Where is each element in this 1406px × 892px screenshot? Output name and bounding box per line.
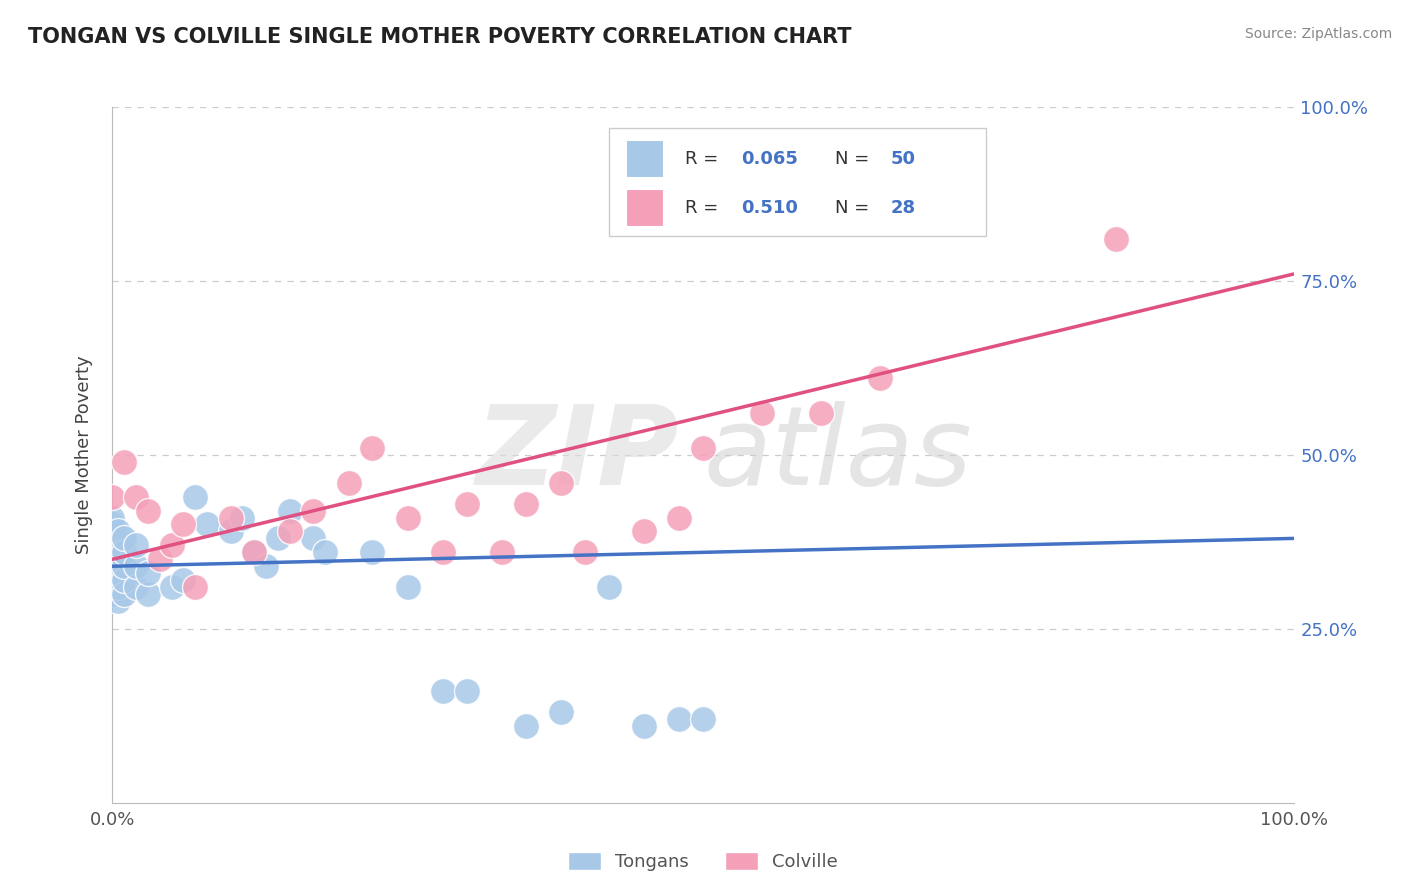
Point [101, 524, 124, 539]
Point [107, 538, 129, 552]
Point [456, 497, 478, 511]
Point [195, 517, 218, 532]
Point [302, 532, 325, 546]
Text: R =: R = [685, 199, 724, 217]
Y-axis label: Single Mother Poverty: Single Mother Poverty [75, 356, 93, 554]
Point [184, 580, 207, 594]
Point [491, 545, 513, 559]
Point [396, 580, 419, 594]
Point [243, 545, 266, 559]
Point [184, 490, 207, 504]
Point [515, 497, 537, 511]
Point [107, 524, 129, 539]
Point [125, 490, 148, 504]
Point [254, 559, 277, 574]
Text: 50: 50 [891, 150, 915, 169]
Point [432, 545, 454, 559]
Text: 0.065: 0.065 [741, 150, 797, 169]
Point [598, 580, 620, 594]
Point [633, 524, 655, 539]
Point [136, 587, 159, 601]
Point [337, 475, 360, 490]
Point [101, 532, 124, 546]
Legend: Tongans, Colville: Tongans, Colville [561, 845, 845, 879]
Point [515, 719, 537, 733]
Point [107, 580, 129, 594]
Bar [626, 140, 664, 178]
Point [172, 573, 194, 587]
Point [243, 545, 266, 559]
Point [219, 524, 242, 539]
Point [267, 532, 290, 546]
Point [101, 566, 124, 581]
Point [101, 580, 124, 594]
Point [125, 580, 148, 594]
Point [810, 406, 832, 420]
Point [101, 552, 124, 566]
Point [550, 706, 572, 720]
Point [101, 490, 124, 504]
Point [136, 503, 159, 517]
Point [869, 371, 891, 385]
Point [101, 587, 124, 601]
Point [172, 517, 194, 532]
Point [278, 503, 301, 517]
Point [160, 538, 183, 552]
Point [361, 441, 384, 455]
Point [314, 545, 336, 559]
Text: R =: R = [685, 150, 724, 169]
Point [160, 580, 183, 594]
Point [1105, 232, 1128, 246]
Point [550, 475, 572, 490]
Point [101, 559, 124, 574]
Point [107, 566, 129, 581]
FancyBboxPatch shape [609, 128, 987, 235]
Point [112, 545, 135, 559]
Point [456, 684, 478, 698]
Point [668, 712, 690, 726]
Text: Source: ZipAtlas.com: Source: ZipAtlas.com [1244, 27, 1392, 41]
Point [112, 532, 135, 546]
Point [668, 510, 690, 524]
Point [101, 545, 124, 559]
Point [136, 566, 159, 581]
Point [101, 538, 124, 552]
Text: TONGAN VS COLVILLE SINGLE MOTHER POVERTY CORRELATION CHART: TONGAN VS COLVILLE SINGLE MOTHER POVERTY… [28, 27, 852, 46]
Point [112, 587, 135, 601]
Bar [626, 189, 664, 227]
Point [107, 552, 129, 566]
Point [302, 503, 325, 517]
Text: ZIP: ZIP [475, 401, 679, 508]
Text: N =: N = [835, 150, 876, 169]
Point [101, 510, 124, 524]
Text: atlas: atlas [703, 401, 972, 508]
Text: 0.510: 0.510 [741, 199, 797, 217]
Point [112, 559, 135, 574]
Point [432, 684, 454, 698]
Point [125, 538, 148, 552]
Point [361, 545, 384, 559]
Point [751, 406, 773, 420]
Point [101, 517, 124, 532]
Text: 28: 28 [891, 199, 915, 217]
Point [633, 719, 655, 733]
Point [692, 441, 714, 455]
Point [107, 594, 129, 608]
Point [692, 712, 714, 726]
Point [125, 559, 148, 574]
Text: N =: N = [835, 199, 876, 217]
Point [574, 545, 596, 559]
Point [219, 510, 242, 524]
Point [112, 573, 135, 587]
Point [396, 510, 419, 524]
Point [278, 524, 301, 539]
Point [112, 455, 135, 469]
Point [231, 510, 253, 524]
Point [101, 573, 124, 587]
Point [149, 552, 172, 566]
